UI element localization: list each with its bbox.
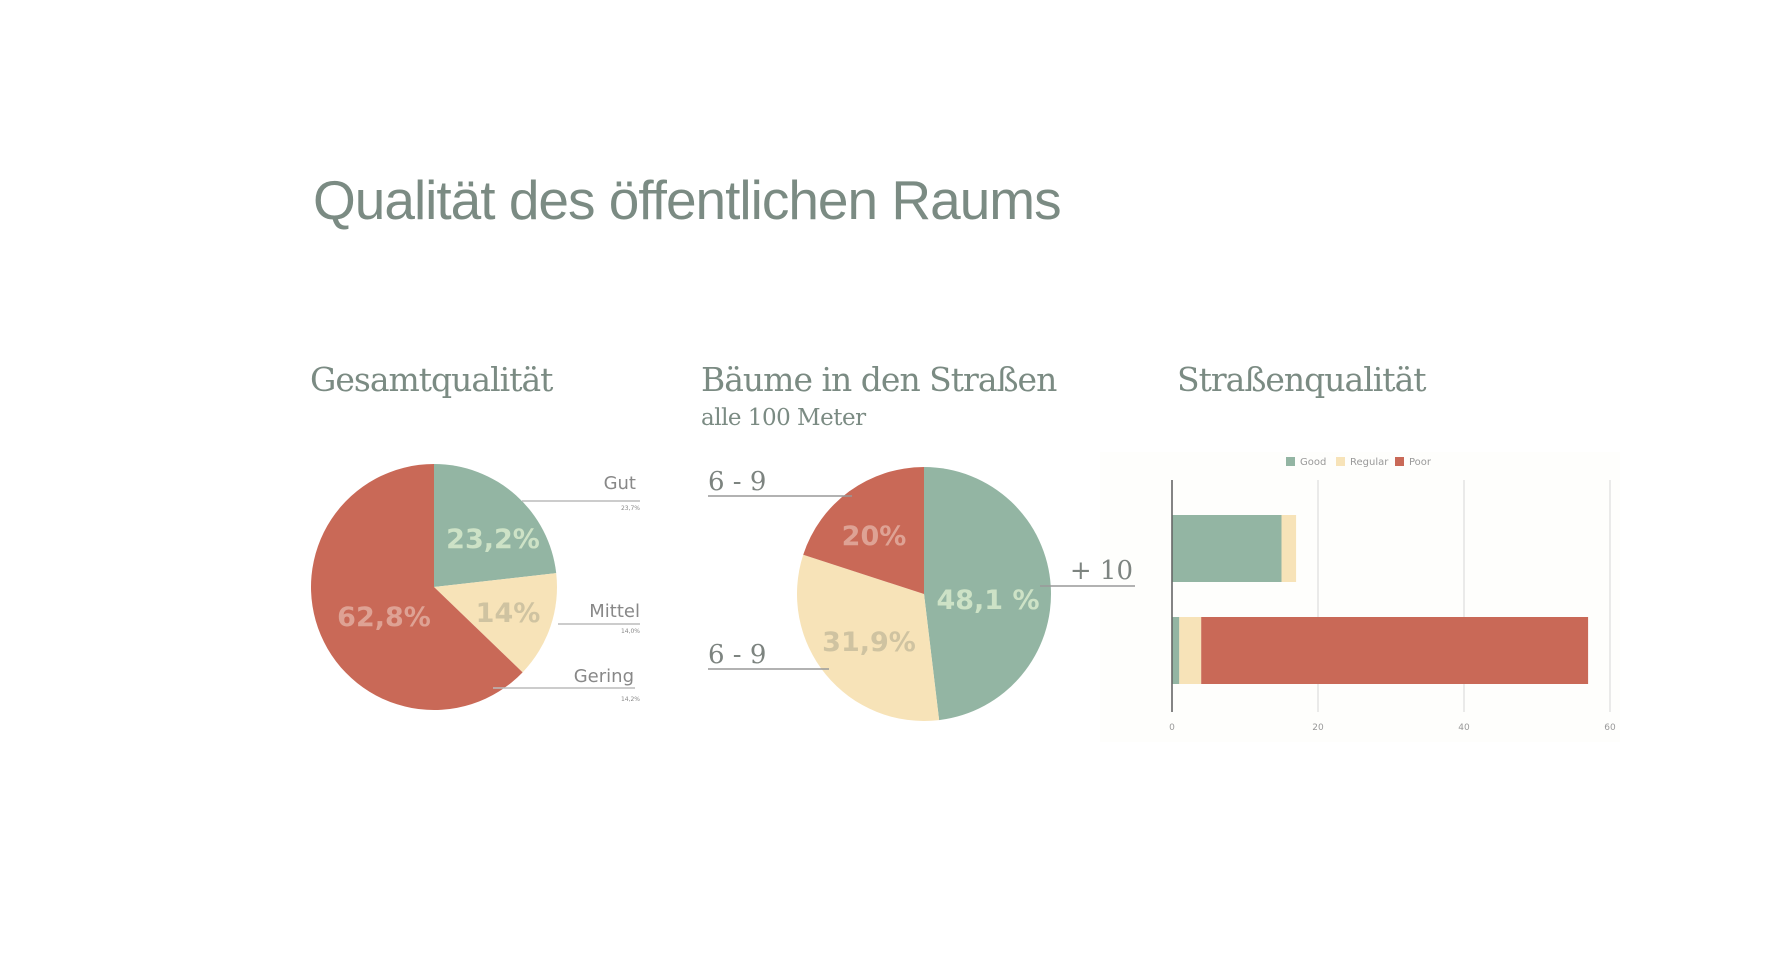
x-tick-label: 60 [1604, 723, 1616, 733]
data-label: 48,1 % [936, 585, 1039, 616]
bar-poor [1201, 617, 1589, 684]
bar-good [1172, 515, 1282, 582]
legend-small-gering: 14,2% [621, 696, 640, 703]
bar-chart-background [1100, 452, 1620, 742]
legend-label-mittel: Mittel [589, 601, 640, 622]
chart-subtitle-baeume: alle 100 Meter [701, 405, 866, 431]
data-label: 62,8% [337, 602, 431, 633]
legend-label-plus-10: + 10 [1070, 556, 1133, 586]
pie-slice-gering [310, 463, 523, 710]
legend-label-6-9-bottom: 6 - 9 [708, 640, 766, 670]
legend-small-gut: 23,7% [621, 505, 640, 512]
data-label: 14% [476, 598, 541, 629]
bar-good [1172, 617, 1180, 684]
legend-swatch-good [1286, 457, 1295, 466]
pie-slice-69 [797, 554, 940, 721]
pie-slice-10 [924, 467, 1051, 721]
data-label: 20% [842, 521, 907, 552]
chart-title-strassenqualitaet: Straßenqualität [1177, 360, 1427, 399]
legend-swatch-regular [1336, 457, 1345, 466]
page-title: Qualität des öffentlichen Raums [313, 169, 1062, 231]
pie-slice-gut [434, 464, 557, 587]
bar-regular [1281, 515, 1297, 582]
x-tick-label: 20 [1312, 723, 1324, 733]
data-label: 23,2% [446, 524, 540, 555]
data-label: 31,9% [822, 627, 916, 658]
bar-regular [1179, 617, 1202, 684]
legend-label-6-9-top: 6 - 9 [708, 467, 766, 497]
legend-swatch-poor [1395, 457, 1404, 466]
pie-slice-mittel [434, 573, 557, 673]
x-tick-label: 0 [1169, 723, 1175, 733]
pie-chart-gesamtqualitaet: 23,2% 14% 62,8% [310, 463, 557, 710]
bar-chart-strassenqualitaet: 0 20 40 60 Good Regular Poor [1169, 457, 1616, 733]
x-tick-label: 40 [1458, 723, 1470, 733]
legend-label-poor: Poor [1409, 457, 1432, 468]
pie-chart-baeume: 48,1 % 31,9% 20% [797, 467, 1051, 721]
pie-slice-69 [803, 467, 924, 594]
chart-title-gesamtqualitaet: Gesamtqualität [310, 360, 553, 399]
legend-label-gering: Gering [574, 666, 634, 687]
chart-title-baeume: Bäume in den Straßen [701, 360, 1057, 399]
legend-label-regular: Regular [1350, 457, 1389, 468]
legend-small-mittel: 14,0% [621, 628, 640, 635]
legend-label-gut: Gut [604, 473, 636, 494]
legend-label-good: Good [1300, 457, 1326, 468]
